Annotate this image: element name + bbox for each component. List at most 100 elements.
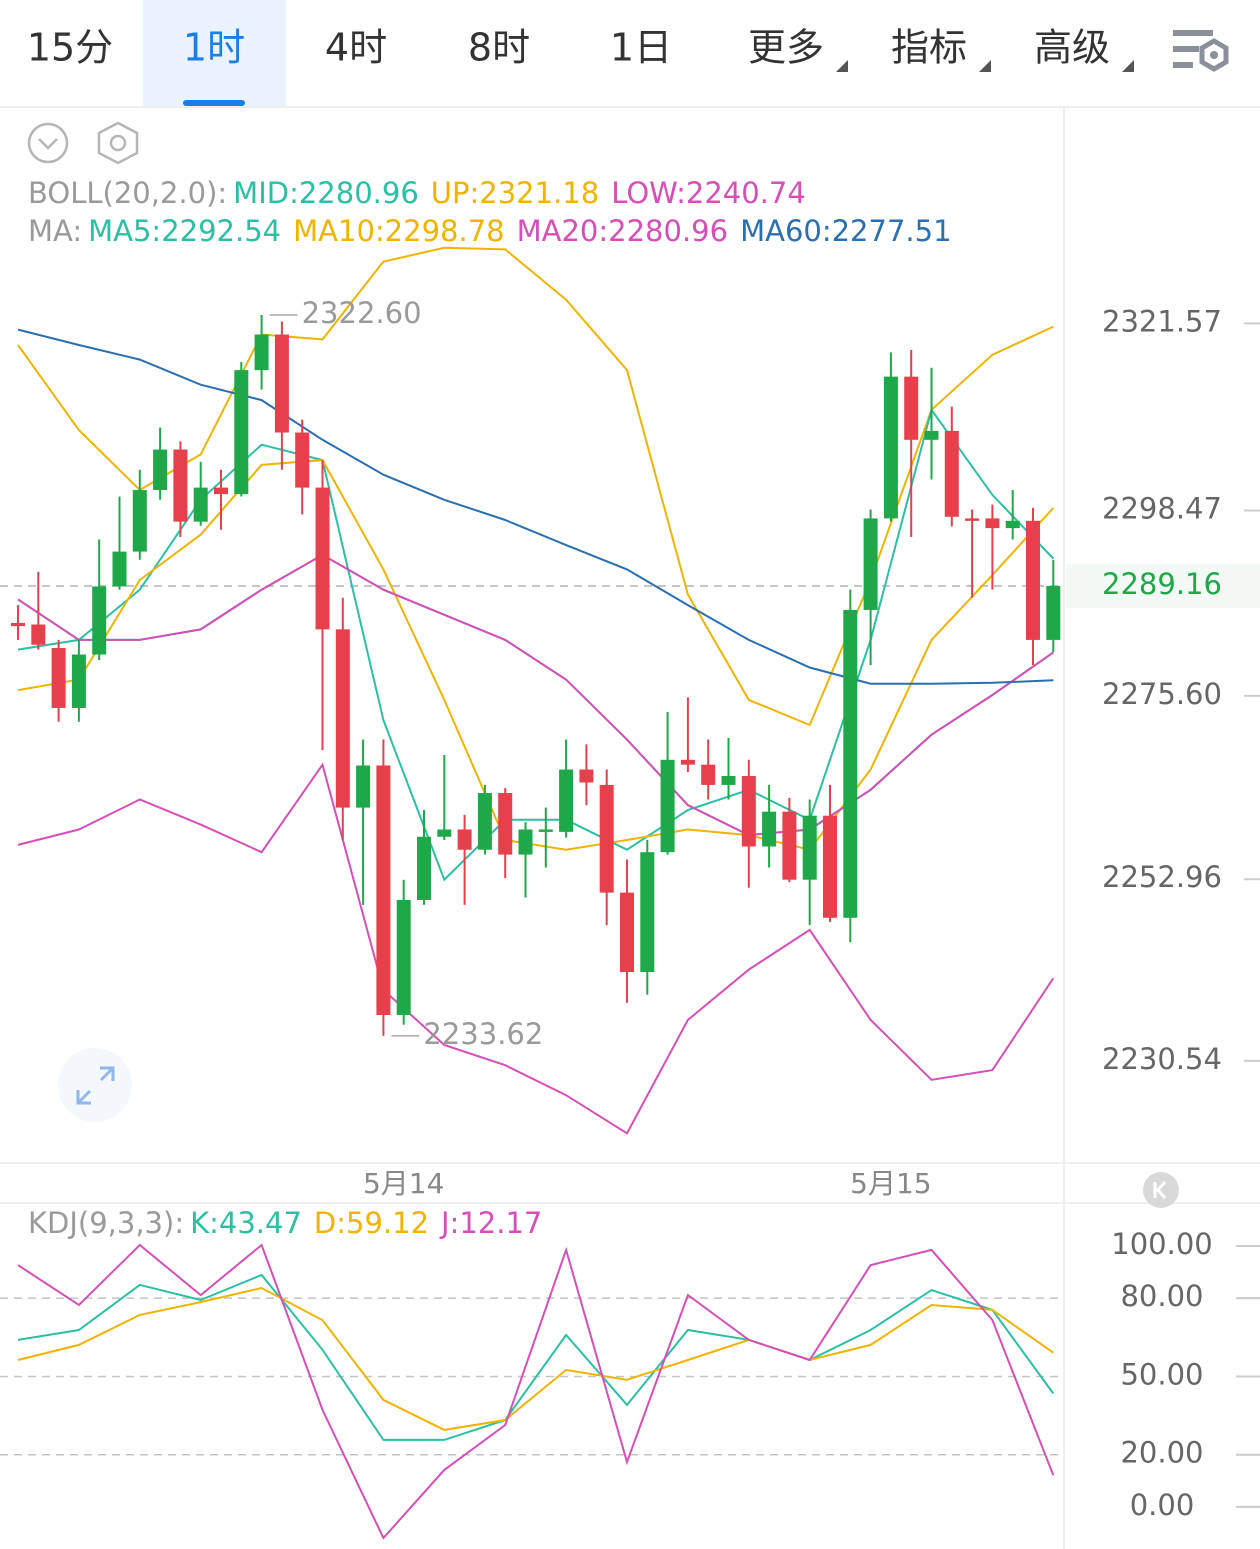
candle-body — [295, 432, 310, 488]
candle-body — [417, 836, 431, 900]
x-tick-label: 5月15 — [850, 1167, 931, 1200]
icon-arrow — [99, 1066, 115, 1082]
settings-icon[interactable] — [1173, 30, 1229, 72]
candle-body — [701, 764, 716, 785]
y-tick-label: 80.00 — [1120, 1279, 1203, 1313]
legend-item: J:12.17 — [439, 1206, 542, 1240]
indicator-line — [17, 1286, 1054, 1431]
icon-dot — [1210, 51, 1218, 59]
candle-body — [782, 811, 797, 880]
legend-item: D:59.12 — [314, 1206, 429, 1240]
indicator-line — [17, 762, 1055, 1135]
candle-body — [254, 334, 269, 371]
candle-body — [620, 892, 634, 973]
candle-body — [843, 609, 858, 918]
candle-body — [640, 852, 655, 973]
candle-body — [863, 518, 878, 610]
icon-hex — [1199, 38, 1229, 72]
candle-body — [274, 334, 289, 433]
button-bg — [58, 1048, 132, 1122]
tab[interactable]: 高级 — [1034, 26, 1110, 70]
y-tick-label: 100.00 — [1111, 1227, 1212, 1261]
candle-body — [762, 811, 777, 847]
candle-body — [518, 829, 533, 855]
icon-bar — [1173, 46, 1199, 52]
candle-body — [234, 370, 249, 495]
plot: BOLL(20,2.0): MID:2280.96 UP:2321.18 LOW:22… — [0, 176, 1260, 1540]
y-tick-label: 2230.54 — [1102, 1042, 1222, 1076]
x-tick-label: 5月14 — [363, 1167, 444, 1200]
candle-body — [356, 765, 371, 808]
candle-body — [376, 765, 391, 1015]
candle-body — [721, 776, 736, 785]
indicator-line — [17, 1273, 1055, 1441]
candle-body — [904, 376, 919, 440]
legend-prefix: KDJ(9,3,3): — [28, 1206, 184, 1240]
icon-hex — [97, 121, 139, 165]
indicator-line — [17, 407, 1055, 882]
candle-body — [579, 769, 594, 783]
active-tab-bg — [143, 0, 286, 106]
icon-arrow — [76, 1089, 92, 1105]
button-bg — [1143, 1172, 1179, 1208]
candle-body — [802, 815, 817, 880]
candle-body — [944, 430, 959, 517]
last-price-bg — [1066, 563, 1260, 608]
tab[interactable]: 15分 — [27, 26, 113, 70]
candle-body — [132, 490, 147, 552]
candle-body — [883, 376, 898, 519]
candle-body — [985, 518, 1000, 529]
candle-body — [71, 654, 86, 708]
candle-body — [559, 769, 574, 832]
candle-body — [11, 622, 25, 627]
candle-body — [741, 776, 756, 847]
annotation: 2233.62 — [423, 1017, 543, 1051]
collapse-icon[interactable] — [27, 122, 69, 164]
dropdown-indicator — [836, 60, 848, 72]
candle-body — [315, 487, 330, 630]
indicator-line — [17, 328, 1054, 685]
candle-body — [335, 629, 350, 808]
indicator-line — [17, 459, 1055, 851]
indicator-line — [17, 246, 1054, 727]
candle-body — [924, 430, 939, 440]
tab[interactable]: 4时 — [325, 26, 387, 70]
candle-body — [1046, 585, 1061, 640]
candle-body — [193, 487, 208, 522]
icon-chevron — [38, 138, 58, 150]
candle-body — [599, 784, 614, 893]
y-tick-label: 2321.57 — [1102, 304, 1222, 338]
indicator-line — [17, 1243, 1055, 1540]
legend-item: MID:2280.96 — [233, 176, 419, 210]
tab[interactable]: 1时 — [183, 26, 245, 70]
candle-body — [1026, 520, 1040, 640]
tab[interactable]: 指标 — [891, 26, 967, 70]
y-tick-label: 20.00 — [1120, 1436, 1203, 1470]
icon-circle — [27, 122, 69, 164]
candle-body — [437, 829, 452, 837]
legend-item: UP:2321.18 — [431, 176, 599, 210]
candle-body — [1005, 520, 1020, 529]
icon-chevron — [1156, 1181, 1167, 1199]
y-tick-label: 0.00 — [1130, 1488, 1195, 1522]
indicator-settings-icon[interactable] — [97, 121, 139, 165]
annotation: 2322.60 — [302, 296, 422, 330]
candle-body — [51, 648, 66, 708]
candle-body — [31, 624, 46, 645]
fullscreen-button[interactable] — [58, 1048, 132, 1122]
candle-body — [92, 586, 107, 655]
candle-body — [498, 793, 513, 855]
tab[interactable]: 8时 — [468, 26, 530, 70]
candle-body — [660, 759, 675, 853]
tab[interactable]: 1日 — [610, 26, 672, 70]
candle-body — [396, 899, 411, 1015]
candle-body — [173, 449, 188, 522]
scroll-end-button[interactable] — [1143, 1172, 1179, 1208]
tab[interactable]: 更多 — [748, 26, 824, 70]
icon-dot — [109, 134, 127, 152]
icon-bar — [1173, 30, 1213, 36]
candle-body — [823, 815, 837, 918]
